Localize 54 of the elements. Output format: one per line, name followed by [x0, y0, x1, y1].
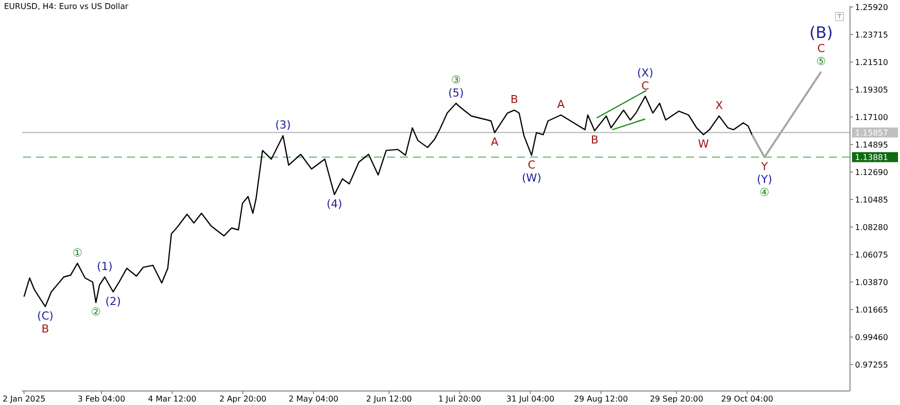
annotation: (X)	[637, 66, 654, 80]
y-tick-label: 0.99460	[855, 332, 888, 342]
x-tick-label: 2 Apr 20:00	[219, 394, 266, 404]
ref-line-label: 1.13881	[855, 153, 888, 162]
annotation: C	[641, 79, 650, 92]
annotation: W	[698, 138, 709, 151]
annotation: (B)	[809, 23, 833, 42]
annotation: ③	[451, 73, 462, 86]
x-tick-label: 3 Feb 04:00	[78, 394, 126, 404]
x-tick-label: 1 Jul 20:00	[438, 394, 482, 404]
annotation: (C)	[37, 310, 54, 323]
annotation: ②	[90, 306, 101, 319]
annotation: (Y)	[756, 173, 772, 186]
annotation: (5)	[448, 86, 464, 100]
y-tick-label: 1.19305	[855, 85, 888, 94]
x-tick-label: 4 Mar 12:00	[148, 394, 196, 404]
annotation: ⑤	[816, 54, 826, 68]
y-tick-label: 1.03870	[855, 278, 888, 287]
annotation: ④	[760, 186, 770, 200]
annotation: (4)	[326, 198, 342, 211]
x-tick-label: 31 Jul 04:00	[506, 394, 554, 404]
annotation: A	[490, 136, 499, 149]
y-tick-label: 0.97255	[855, 360, 888, 370]
annotation: (3)	[275, 118, 291, 132]
y-tick-label: 1.14895	[855, 140, 888, 150]
annotation: Y	[760, 160, 768, 174]
x-tick-label: 2 Jun 12:00	[366, 394, 412, 404]
x-tick-label: 2 May 04:00	[288, 394, 338, 404]
y-tick-label: 1.06075	[855, 250, 888, 260]
annotation: X	[715, 99, 724, 112]
annotation: (W)	[522, 171, 542, 184]
annotation: C	[817, 42, 826, 55]
y-tick-label: 1.25920	[855, 2, 888, 12]
y-tick-label: 1.08280	[855, 222, 888, 232]
annotation: (1)	[96, 260, 113, 274]
y-tick-label: 1.12690	[855, 168, 888, 177]
x-tick-label: 29 Sep 20:00	[650, 394, 704, 404]
x-tick-label: 2 Jan 2025	[2, 394, 46, 404]
x-tick-label: 29 Aug 12:00	[574, 394, 628, 404]
y-tick-label: 1.17100	[855, 112, 888, 122]
chart-title: EURUSD, H4: Euro vs US Dollar	[4, 2, 128, 11]
annotation: ①	[72, 246, 82, 260]
annotation: C	[528, 158, 536, 172]
y-tick-label: 1.21510	[855, 58, 888, 67]
y-tick-label: 1.10485	[855, 195, 888, 204]
annotation: B	[42, 322, 50, 336]
x-tick-label: 29 Oct 04:00	[721, 394, 774, 404]
y-tick-label: 1.01665	[855, 305, 888, 314]
y-tick-label: 1.23715	[855, 30, 888, 40]
annotation: B	[510, 93, 518, 106]
annotation: B	[590, 134, 598, 147]
annotation: A	[557, 98, 566, 112]
ref-line-label: 1.15857	[855, 128, 888, 138]
annotation: (2)	[105, 294, 121, 308]
